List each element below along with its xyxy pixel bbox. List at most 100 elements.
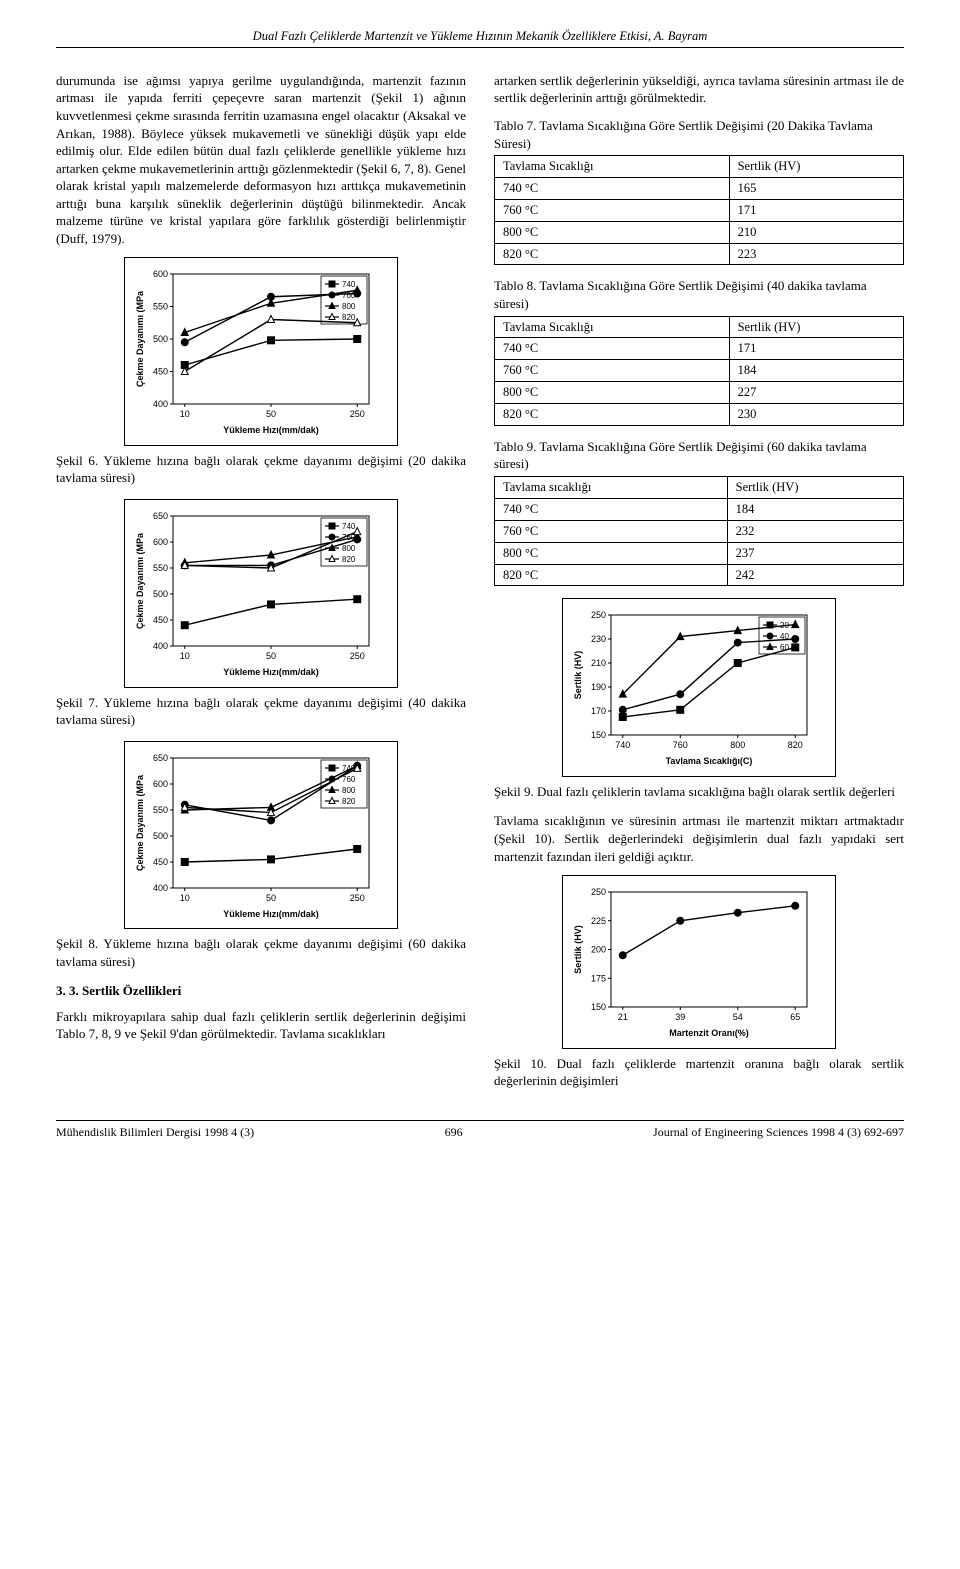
chart-6: 4004505005506001050250Yükleme Hızı(mm/da… xyxy=(131,266,377,436)
chart-10: 150 175 200 225 250 21 39 54 65 Martenzit Oranı(%… xyxy=(569,884,815,1039)
t9-r0c1: 184 xyxy=(727,498,903,520)
svg-text:550: 550 xyxy=(153,563,168,573)
svg-text:190: 190 xyxy=(591,682,606,692)
svg-text:230: 230 xyxy=(591,634,606,644)
svg-text:Çekme Dayanımı (MPa: Çekme Dayanımı (MPa xyxy=(135,290,145,387)
svg-text:800: 800 xyxy=(342,544,356,553)
svg-text:170: 170 xyxy=(591,706,606,716)
svg-text:250: 250 xyxy=(350,409,365,419)
t8-r0c1: 171 xyxy=(729,338,903,360)
svg-text:65: 65 xyxy=(790,1012,800,1022)
table-8: Tavlama SıcaklığıSertlik (HV) 740 °C171 … xyxy=(494,316,904,426)
svg-text:Tavlama Sıcaklığı(C): Tavlama Sıcaklığı(C) xyxy=(666,756,753,766)
svg-text:Sertlik (HV): Sertlik (HV) xyxy=(573,651,583,700)
svg-text:650: 650 xyxy=(153,753,168,763)
svg-text:450: 450 xyxy=(153,615,168,625)
svg-text:Yükleme Hızı(mm/dak): Yükleme Hızı(mm/dak) xyxy=(223,667,319,677)
table7-title: Tablo 7. Tavlama Sıcaklığına Göre Sertli… xyxy=(494,117,904,152)
svg-text:600: 600 xyxy=(153,537,168,547)
fig6-caption: Şekil 6. Yükleme hızına bağlı olarak çek… xyxy=(56,452,466,487)
svg-text:150: 150 xyxy=(591,730,606,740)
t7-h0: Tavlama Sıcaklığı xyxy=(495,156,730,178)
t9-h0: Tavlama sıcaklığı xyxy=(495,477,728,499)
t8-r0c0: 740 °C xyxy=(495,338,730,360)
svg-text:500: 500 xyxy=(153,334,168,344)
t9-r2c1: 237 xyxy=(727,542,903,564)
chart-10-box: 150 175 200 225 250 21 39 54 65 Martenzit Oranı(%… xyxy=(562,875,836,1049)
page-footer: Mühendislik Bilimleri Dergisi 1998 4 (3)… xyxy=(56,1120,904,1140)
svg-text:200: 200 xyxy=(591,945,606,955)
t8-h0: Tavlama Sıcaklığı xyxy=(495,316,730,338)
svg-text:21: 21 xyxy=(618,1012,628,1022)
t8-r2c0: 800 °C xyxy=(495,382,730,404)
footer-left: Mühendislik Bilimleri Dergisi 1998 4 (3) xyxy=(56,1124,254,1140)
t7-r0c0: 740 °C xyxy=(495,177,730,199)
t7-r2c0: 800 °C xyxy=(495,221,730,243)
table-7: Tavlama SıcaklığıSertlik (HV) 740 °C165 … xyxy=(494,155,904,265)
svg-text:760: 760 xyxy=(342,775,356,784)
svg-text:10: 10 xyxy=(180,651,190,661)
svg-text:Yükleme Hızı(mm/dak): Yükleme Hızı(mm/dak) xyxy=(223,425,319,435)
chart-9-box: 150170190210230250740760800820Tavlama Sı… xyxy=(562,598,836,777)
left-column: durumunda ise ağımsı yapıya gerilme uygu… xyxy=(56,72,466,1102)
right-para-2: Tavlama sıcaklığının ve süresinin artmas… xyxy=(494,812,904,865)
svg-text:400: 400 xyxy=(153,399,168,409)
t8-r3c0: 820 °C xyxy=(495,404,730,426)
svg-text:600: 600 xyxy=(153,779,168,789)
svg-text:400: 400 xyxy=(153,641,168,651)
t7-r1c0: 760 °C xyxy=(495,199,730,221)
footer-right: Journal of Engineering Sciences 1998 4 (… xyxy=(653,1124,904,1140)
fig10-caption: Şekil 10. Dual fazlı çeliklerde martenzi… xyxy=(494,1055,904,1090)
footer-center: 696 xyxy=(445,1124,463,1140)
t9-r3c0: 820 °C xyxy=(495,564,728,586)
t9-h1: Sertlik (HV) xyxy=(727,477,903,499)
page-header-title: Dual Fazlı Çeliklerde Martenzit ve Yükle… xyxy=(56,28,904,48)
svg-text:740: 740 xyxy=(342,522,356,531)
svg-text:800: 800 xyxy=(730,740,745,750)
left-para-1: durumunda ise ağımsı yapıya gerilme uygu… xyxy=(56,72,466,247)
svg-text:650: 650 xyxy=(153,511,168,521)
svg-text:500: 500 xyxy=(153,589,168,599)
svg-text:740: 740 xyxy=(342,280,356,289)
svg-text:54: 54 xyxy=(733,1012,743,1022)
svg-text:820: 820 xyxy=(342,797,356,806)
svg-text:150: 150 xyxy=(591,1002,606,1012)
t7-r2c1: 210 xyxy=(729,221,903,243)
svg-text:820: 820 xyxy=(342,555,356,564)
right-column: artarken sertlik değerlerinin yükseldiği… xyxy=(494,72,904,1102)
svg-text:550: 550 xyxy=(153,302,168,312)
svg-text:250: 250 xyxy=(591,610,606,620)
svg-text:Martenzit Oranı(%): Martenzit Oranı(%) xyxy=(669,1028,749,1038)
t7-r3c0: 820 °C xyxy=(495,243,730,265)
svg-text:175: 175 xyxy=(591,973,606,983)
table8-title: Tablo 8. Tavlama Sıcaklığına Göre Sertli… xyxy=(494,277,904,312)
svg-text:39: 39 xyxy=(675,1012,685,1022)
chart-9: 150170190210230250740760800820Tavlama Sı… xyxy=(569,607,815,767)
t7-r3c1: 223 xyxy=(729,243,903,265)
t8-r3c1: 230 xyxy=(729,404,903,426)
right-para-1: artarken sertlik değerlerinin yükseldiği… xyxy=(494,72,904,107)
svg-text:10: 10 xyxy=(180,409,190,419)
chart-7-box: 4004505005506006501050250Yükleme Hızı(mm… xyxy=(124,499,398,688)
svg-text:450: 450 xyxy=(153,857,168,867)
fig7-caption: Şekil 7. Yükleme hızına bağlı olarak çek… xyxy=(56,694,466,729)
chart-6-box: 4004505005506001050250Yükleme Hızı(mm/da… xyxy=(124,257,398,446)
t9-r3c1: 242 xyxy=(727,564,903,586)
svg-text:50: 50 xyxy=(266,651,276,661)
svg-text:Çekme Dayanımı (MPa: Çekme Dayanımı (MPa xyxy=(135,532,145,629)
svg-text:50: 50 xyxy=(266,893,276,903)
svg-text:550: 550 xyxy=(153,805,168,815)
table-9: Tavlama sıcaklığıSertlik (HV) 740 °C184 … xyxy=(494,476,904,586)
svg-text:250: 250 xyxy=(591,887,606,897)
svg-text:740: 740 xyxy=(615,740,630,750)
svg-text:760: 760 xyxy=(673,740,688,750)
t7-r0c1: 165 xyxy=(729,177,903,199)
svg-text:225: 225 xyxy=(591,916,606,926)
svg-text:800: 800 xyxy=(342,302,356,311)
svg-text:800: 800 xyxy=(342,786,356,795)
svg-text:250: 250 xyxy=(350,893,365,903)
svg-text:10: 10 xyxy=(180,893,190,903)
section-3-3-heading: 3. 3. Sertlik Özellikleri xyxy=(56,982,466,1000)
chart-8: 4004505005506006501050250Yükleme Hızı(mm… xyxy=(131,750,377,920)
left-para-2: Farklı mikroyapılara sahip dual fazlı çe… xyxy=(56,1008,466,1043)
